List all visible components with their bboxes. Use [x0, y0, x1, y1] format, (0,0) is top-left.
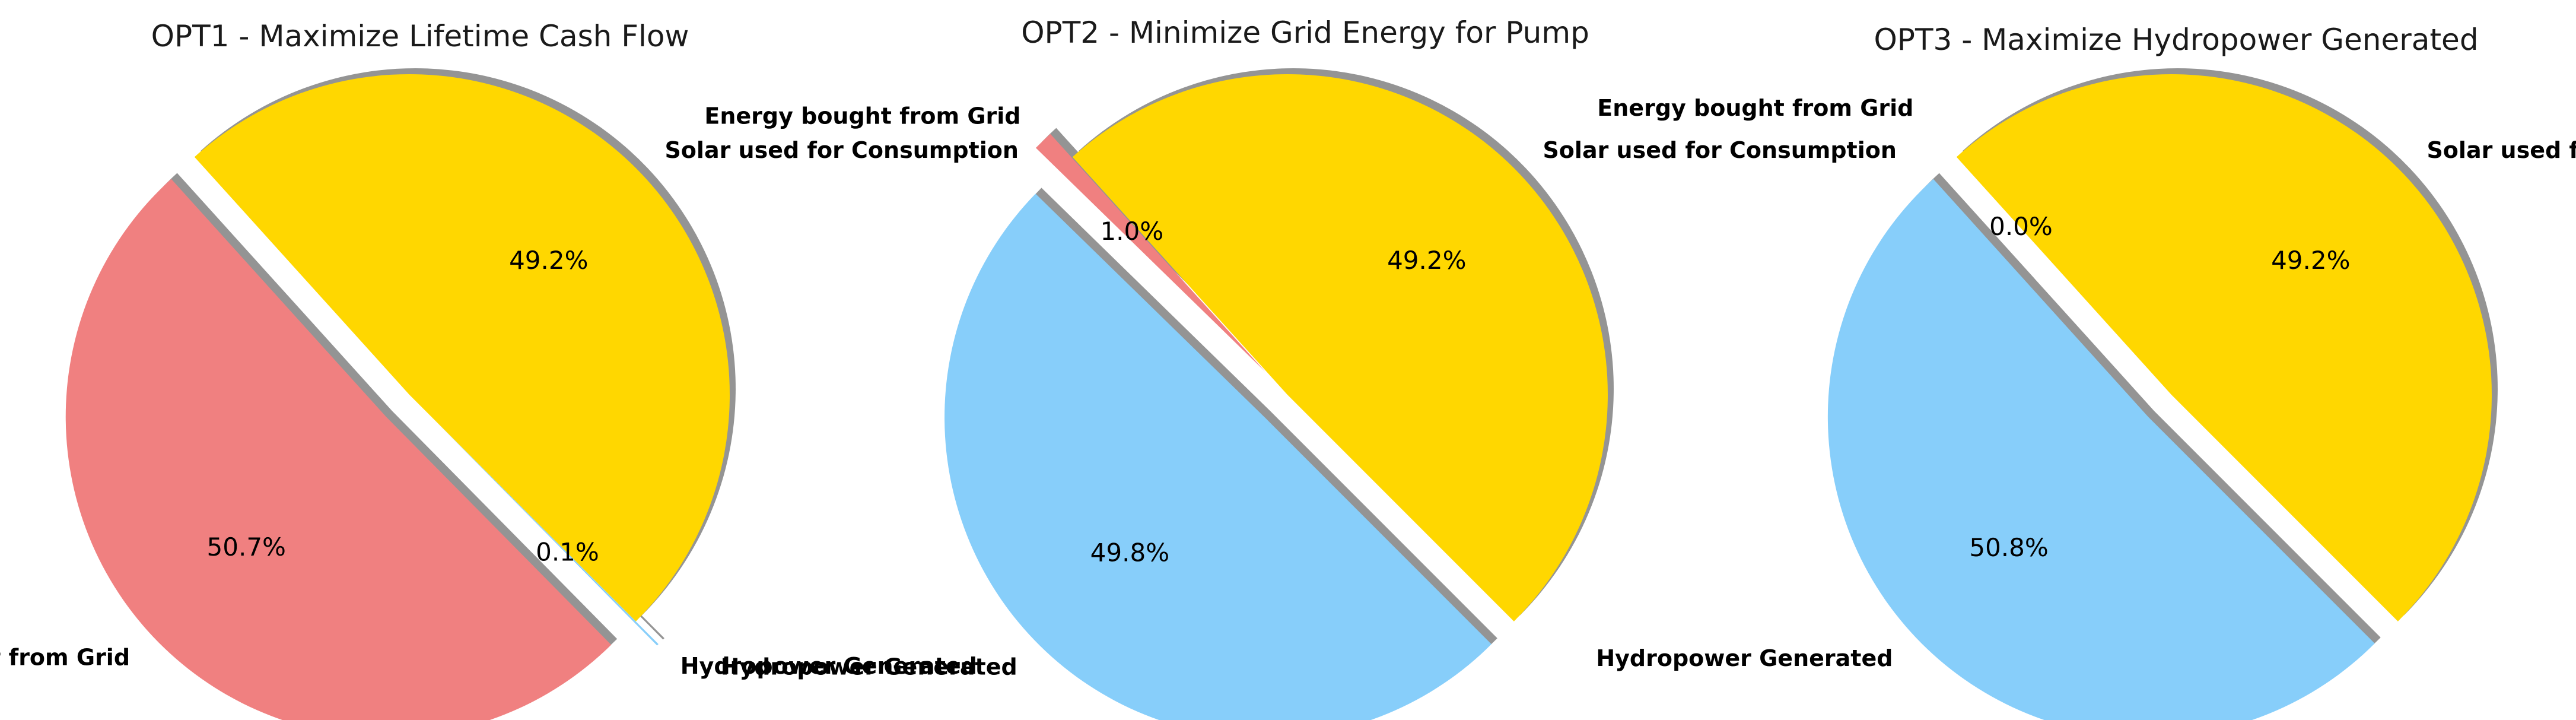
slice-label-energy-bought-from-grid: Energy bought from Grid	[704, 103, 1020, 129]
chart-title: OPT1 - Maximize Lifetime Cash Flow	[151, 19, 689, 53]
slice-label-hydropower-generated: Hydropower Generated	[721, 654, 1017, 680]
pie-wedge-solar-used-for-consumption	[1956, 74, 2492, 621]
pie-wedges	[65, 74, 730, 720]
pct-label-solar-used-for-consumption: 49.2%	[1387, 246, 1466, 275]
slice-label-solar-used-for-consumption: Solar used for Consumption	[2426, 137, 2576, 163]
pct-label-hydropower-generated: 49.8%	[1090, 538, 1169, 567]
pie-wedge-solar-used-for-consumption	[194, 74, 730, 621]
slice-label-solar-used-for-consumption: Solar used for Consumption	[1543, 137, 1896, 163]
pct-label-energy-bought-from-grid: 0.0%	[1989, 212, 2053, 241]
pct-label-solar-used-for-consumption: 49.2%	[2271, 246, 2350, 275]
chart-title: OPT2 - Minimize Grid Energy for Pump	[1021, 15, 1589, 50]
pie-wedge-hydropower-generated	[432, 417, 659, 646]
pct-label-solar-used-for-consumption: 49.2%	[509, 246, 588, 275]
pct-label-energy-bought-from-grid: 1.0%	[1100, 217, 1163, 246]
pie-wedge-hydropower-generated	[1827, 179, 2375, 720]
slice-label-hydropower-generated: Hydropower Generated	[1596, 645, 1893, 671]
pie-wedge-solar-used-for-consumption	[1072, 74, 1608, 621]
pct-label-hydropower-generated: 50.8%	[1969, 533, 2048, 562]
pie-labels: Solar used for Consumption 49.2% Energy bo…	[1596, 95, 2576, 671]
pie-wedge-energy-bought-from-grid	[65, 179, 612, 720]
chart-title: OPT3 - Maximize Hydropower Generated	[1874, 23, 2478, 57]
pie-wedges	[1827, 74, 2492, 720]
pie-wedge-hydropower-generated	[944, 194, 1491, 720]
pct-label-hydropower-generated: 0.1%	[536, 538, 599, 567]
slice-label-solar-used-for-consumption: Solar used for Consumption	[664, 137, 1018, 163]
slice-label-energy-bought-from-grid: Energy bought from Grid	[1597, 95, 1913, 121]
chart-opt2: OPT2 - Minimize Grid Energy for Pump Sol…	[704, 15, 1897, 720]
pie-wedge-energy-bought-from-grid	[1035, 134, 1265, 372]
chart-opt3: OPT3 - Maximize Hydropower Generated Sol…	[1596, 23, 2576, 720]
slice-label-energy-bought-from-grid: Energy bought from Grid	[0, 645, 130, 671]
chart-opt1: OPT1 - Maximize Lifetime Cash Flow Solar…	[0, 19, 1019, 720]
pie-labels: Solar used for Consumption 49.2% Energy bo…	[704, 103, 1897, 680]
slice-label-hydropower-generated: Hydropower Generated	[680, 653, 977, 679]
pie-wedges	[944, 74, 1608, 720]
pct-label-energy-bought-from-grid: 50.7%	[207, 532, 286, 562]
pie-labels: Solar used for Consumption 49.2% Energy bo…	[0, 137, 1019, 679]
